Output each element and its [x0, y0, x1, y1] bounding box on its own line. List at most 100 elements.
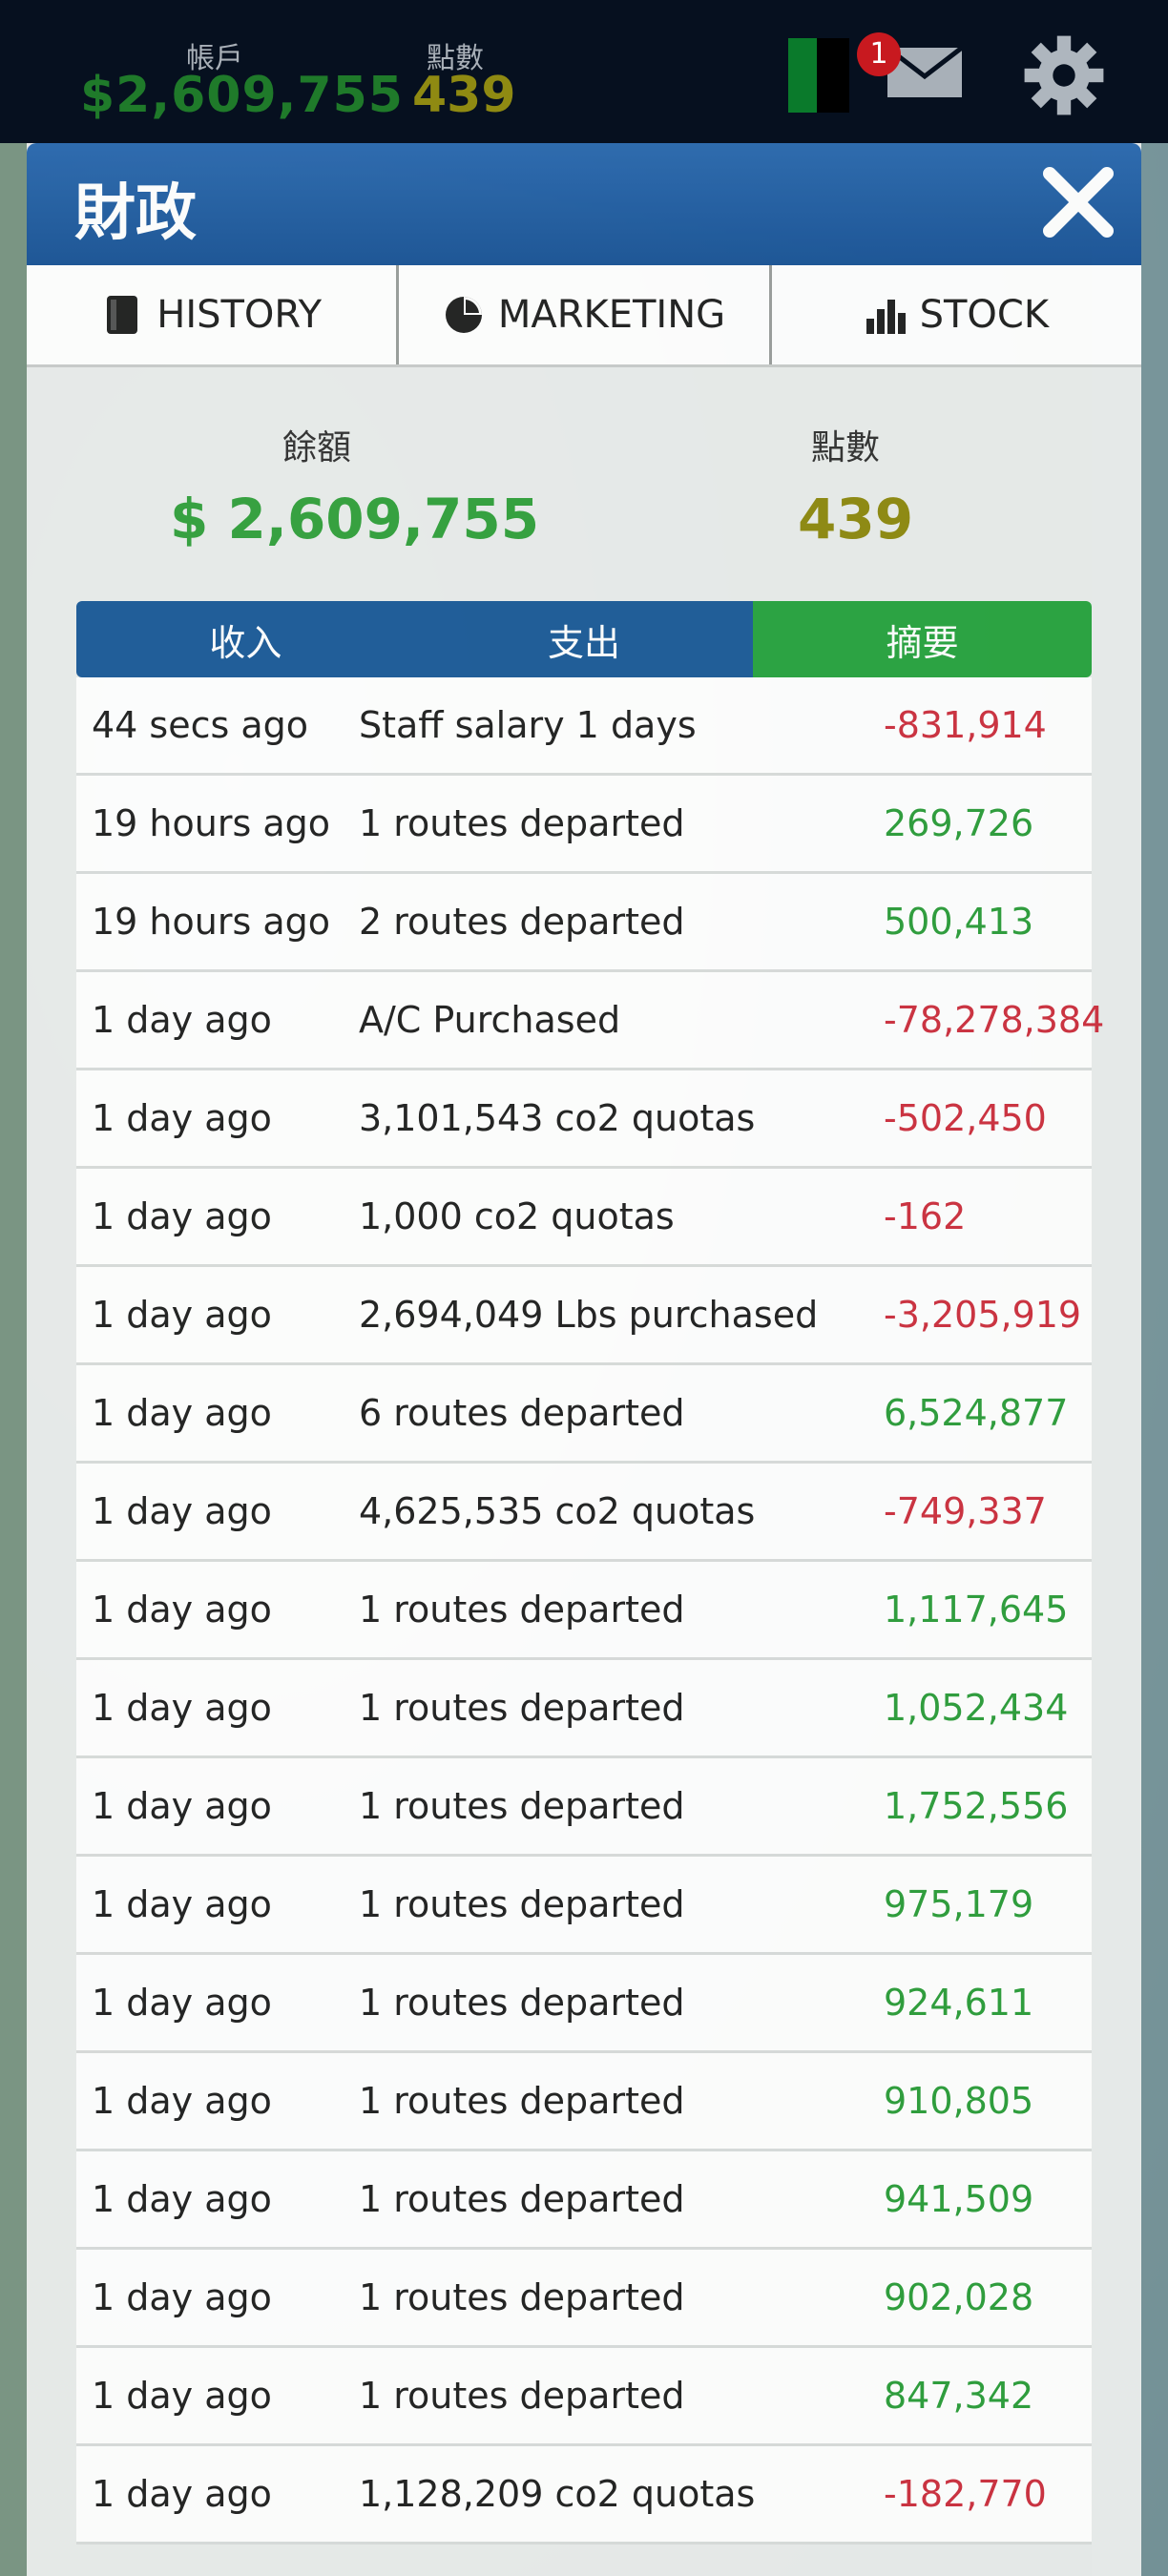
transaction-time: 1 day ago — [92, 1589, 272, 1631]
transaction-description: 1 routes departed — [359, 1589, 685, 1631]
transactions-table: 44 secs ago Staff salary 1 days -831,914 19… — [76, 677, 1104, 2545]
tab-marketing-label: MARKETING — [497, 293, 726, 337]
transaction-amount: 902,028 — [884, 2276, 1034, 2318]
transaction-row: 1 day ago 1 routes departed 924,611 — [76, 1955, 1092, 2053]
close-icon[interactable] — [1036, 160, 1120, 244]
balance-value: $ 2,609,755 — [170, 487, 540, 551]
transaction-description: 1 routes departed — [359, 2178, 685, 2220]
transaction-amount: 1,117,645 — [884, 1589, 1069, 1631]
pie-chart-icon — [445, 297, 482, 333]
transaction-row: 1 day ago 1 routes departed 975,179 — [76, 1857, 1092, 1955]
transaction-time: 44 secs ago — [92, 704, 309, 746]
transaction-description: 1 routes departed — [359, 2276, 685, 2318]
transaction-amount: -749,337 — [884, 1490, 1047, 1532]
transaction-amount: -78,278,384 — [884, 999, 1105, 1041]
transaction-row: 1 day ago 1 routes departed 847,342 — [76, 2348, 1092, 2446]
transaction-description: 3,101,543 co2 quotas — [359, 1097, 756, 1139]
transaction-row: 1 day ago 1 routes departed 941,509 — [76, 2151, 1092, 2250]
tab-marketing[interactable]: MARKETING — [399, 265, 772, 364]
map-left-edge — [0, 143, 29, 2576]
transaction-time: 1 day ago — [92, 1883, 272, 1925]
transaction-amount: 924,611 — [884, 1982, 1034, 2024]
gear-icon[interactable] — [1021, 32, 1107, 118]
transaction-row: 1 day ago A/C Purchased -78,278,384 — [76, 972, 1104, 1070]
transaction-description: Staff salary 1 days — [359, 704, 697, 746]
transaction-description: 6 routes departed — [359, 1392, 685, 1434]
transaction-time: 1 day ago — [92, 2473, 272, 2515]
transaction-time: 1 day ago — [92, 1785, 272, 1827]
transaction-row: 1 day ago 1,128,209 co2 quotas -182,770 — [76, 2446, 1092, 2545]
transaction-time: 1 day ago — [92, 999, 272, 1041]
tab-stock-label: STOCK — [919, 293, 1050, 337]
points-value: 439 — [412, 67, 516, 124]
mail-badge: 1 — [857, 32, 901, 76]
transaction-description: 2 routes departed — [359, 901, 685, 943]
segment-expense[interactable]: 支出 — [414, 601, 754, 677]
transaction-row: 1 day ago 2,694,049 Lbs purchased -3,205,9… — [76, 1267, 1092, 1365]
transaction-time: 19 hours ago — [92, 901, 331, 943]
transaction-row: 44 secs ago Staff salary 1 days -831,914 — [76, 677, 1092, 776]
transaction-time: 1 day ago — [92, 2178, 272, 2220]
transaction-description: 1,000 co2 quotas — [359, 1195, 675, 1237]
transaction-row: 1 day ago 1 routes departed 1,117,645 — [76, 1562, 1092, 1660]
transaction-amount: -831,914 — [884, 704, 1047, 746]
modal-title: 財政 — [74, 178, 197, 249]
tab-bar: HISTORY MARKETING STOCK — [27, 265, 1141, 367]
transaction-amount: -502,450 — [884, 1097, 1047, 1139]
transaction-time: 1 day ago — [92, 1392, 272, 1434]
flag-icon[interactable] — [788, 38, 849, 113]
points-summary-value: 439 — [798, 487, 914, 551]
transaction-time: 1 day ago — [92, 2375, 272, 2417]
transaction-description: 1,128,209 co2 quotas — [359, 2473, 756, 2515]
tab-stock[interactable]: STOCK — [772, 265, 1141, 364]
transaction-row: 19 hours ago 2 routes departed 500,413 — [76, 874, 1092, 972]
transaction-amount: 941,509 — [884, 2178, 1034, 2220]
transaction-description: 2,694,049 Lbs purchased — [359, 1294, 819, 1336]
book-icon — [107, 296, 138, 334]
account-value: $2,609,755 — [80, 67, 404, 124]
points-summary-label: 點數 — [811, 428, 881, 467]
transaction-amount: 910,805 — [884, 2080, 1034, 2122]
transaction-row: 1 day ago 3,101,543 co2 quotas -502,450 — [76, 1070, 1092, 1169]
transaction-time: 1 day ago — [92, 1097, 272, 1139]
transaction-description: 1 routes departed — [359, 802, 685, 844]
transaction-description: 1 routes departed — [359, 2375, 685, 2417]
segment-income[interactable]: 收入 — [76, 601, 415, 677]
top-status-bar: 帳戶 $2,609,755 點數 439 1 — [0, 0, 1168, 143]
transaction-row: 1 day ago 1,000 co2 quotas -162 — [76, 1169, 1092, 1267]
transaction-amount: -182,770 — [884, 2473, 1047, 2515]
transaction-time: 1 day ago — [92, 1687, 272, 1729]
transaction-row: 1 day ago 6 routes departed 6,524,877 — [76, 1365, 1092, 1464]
transaction-time: 1 day ago — [92, 2080, 272, 2122]
transaction-time: 1 day ago — [92, 1294, 272, 1336]
filter-segment-bar: 收入 支出 摘要 — [76, 601, 1092, 677]
transaction-amount: 847,342 — [884, 2375, 1034, 2417]
transaction-description: 4,625,535 co2 quotas — [359, 1490, 756, 1532]
transaction-description: 1 routes departed — [359, 1883, 685, 1925]
transaction-time: 1 day ago — [92, 1490, 272, 1532]
bar-chart-icon — [866, 300, 906, 334]
tab-history-label: HISTORY — [156, 293, 323, 337]
points-label: 點數 — [427, 42, 484, 75]
transaction-time: 1 day ago — [92, 1982, 272, 2024]
transaction-time: 19 hours ago — [92, 802, 331, 844]
segment-summary[interactable]: 摘要 — [753, 601, 1092, 677]
transaction-row: 1 day ago 4,625,535 co2 quotas -749,337 — [76, 1464, 1092, 1562]
modal-header: 財政 — [27, 143, 1141, 265]
transaction-description: A/C Purchased — [359, 999, 621, 1041]
account-label: 帳戶 — [186, 42, 243, 75]
transaction-row: 1 day ago 1 routes departed 1,752,556 — [76, 1758, 1092, 1857]
transaction-description: 1 routes departed — [359, 1687, 685, 1729]
transaction-description: 1 routes departed — [359, 2080, 685, 2122]
tab-history[interactable]: HISTORY — [27, 265, 400, 364]
transaction-row: 1 day ago 1 routes departed 910,805 — [76, 2053, 1092, 2151]
transaction-row: 19 hours ago 1 routes departed 269,726 — [76, 776, 1092, 874]
transaction-amount: 975,179 — [884, 1883, 1034, 1925]
transaction-amount: -162 — [884, 1195, 967, 1237]
transaction-description: 1 routes departed — [359, 1785, 685, 1827]
transaction-amount: 500,413 — [884, 901, 1034, 943]
transaction-row: 1 day ago 1 routes departed 902,028 — [76, 2250, 1092, 2348]
transaction-amount: 1,052,434 — [884, 1687, 1069, 1729]
transaction-row: 1 day ago 1 routes departed 1,052,434 — [76, 1660, 1092, 1758]
transaction-amount: -3,205,919 — [884, 1294, 1082, 1336]
